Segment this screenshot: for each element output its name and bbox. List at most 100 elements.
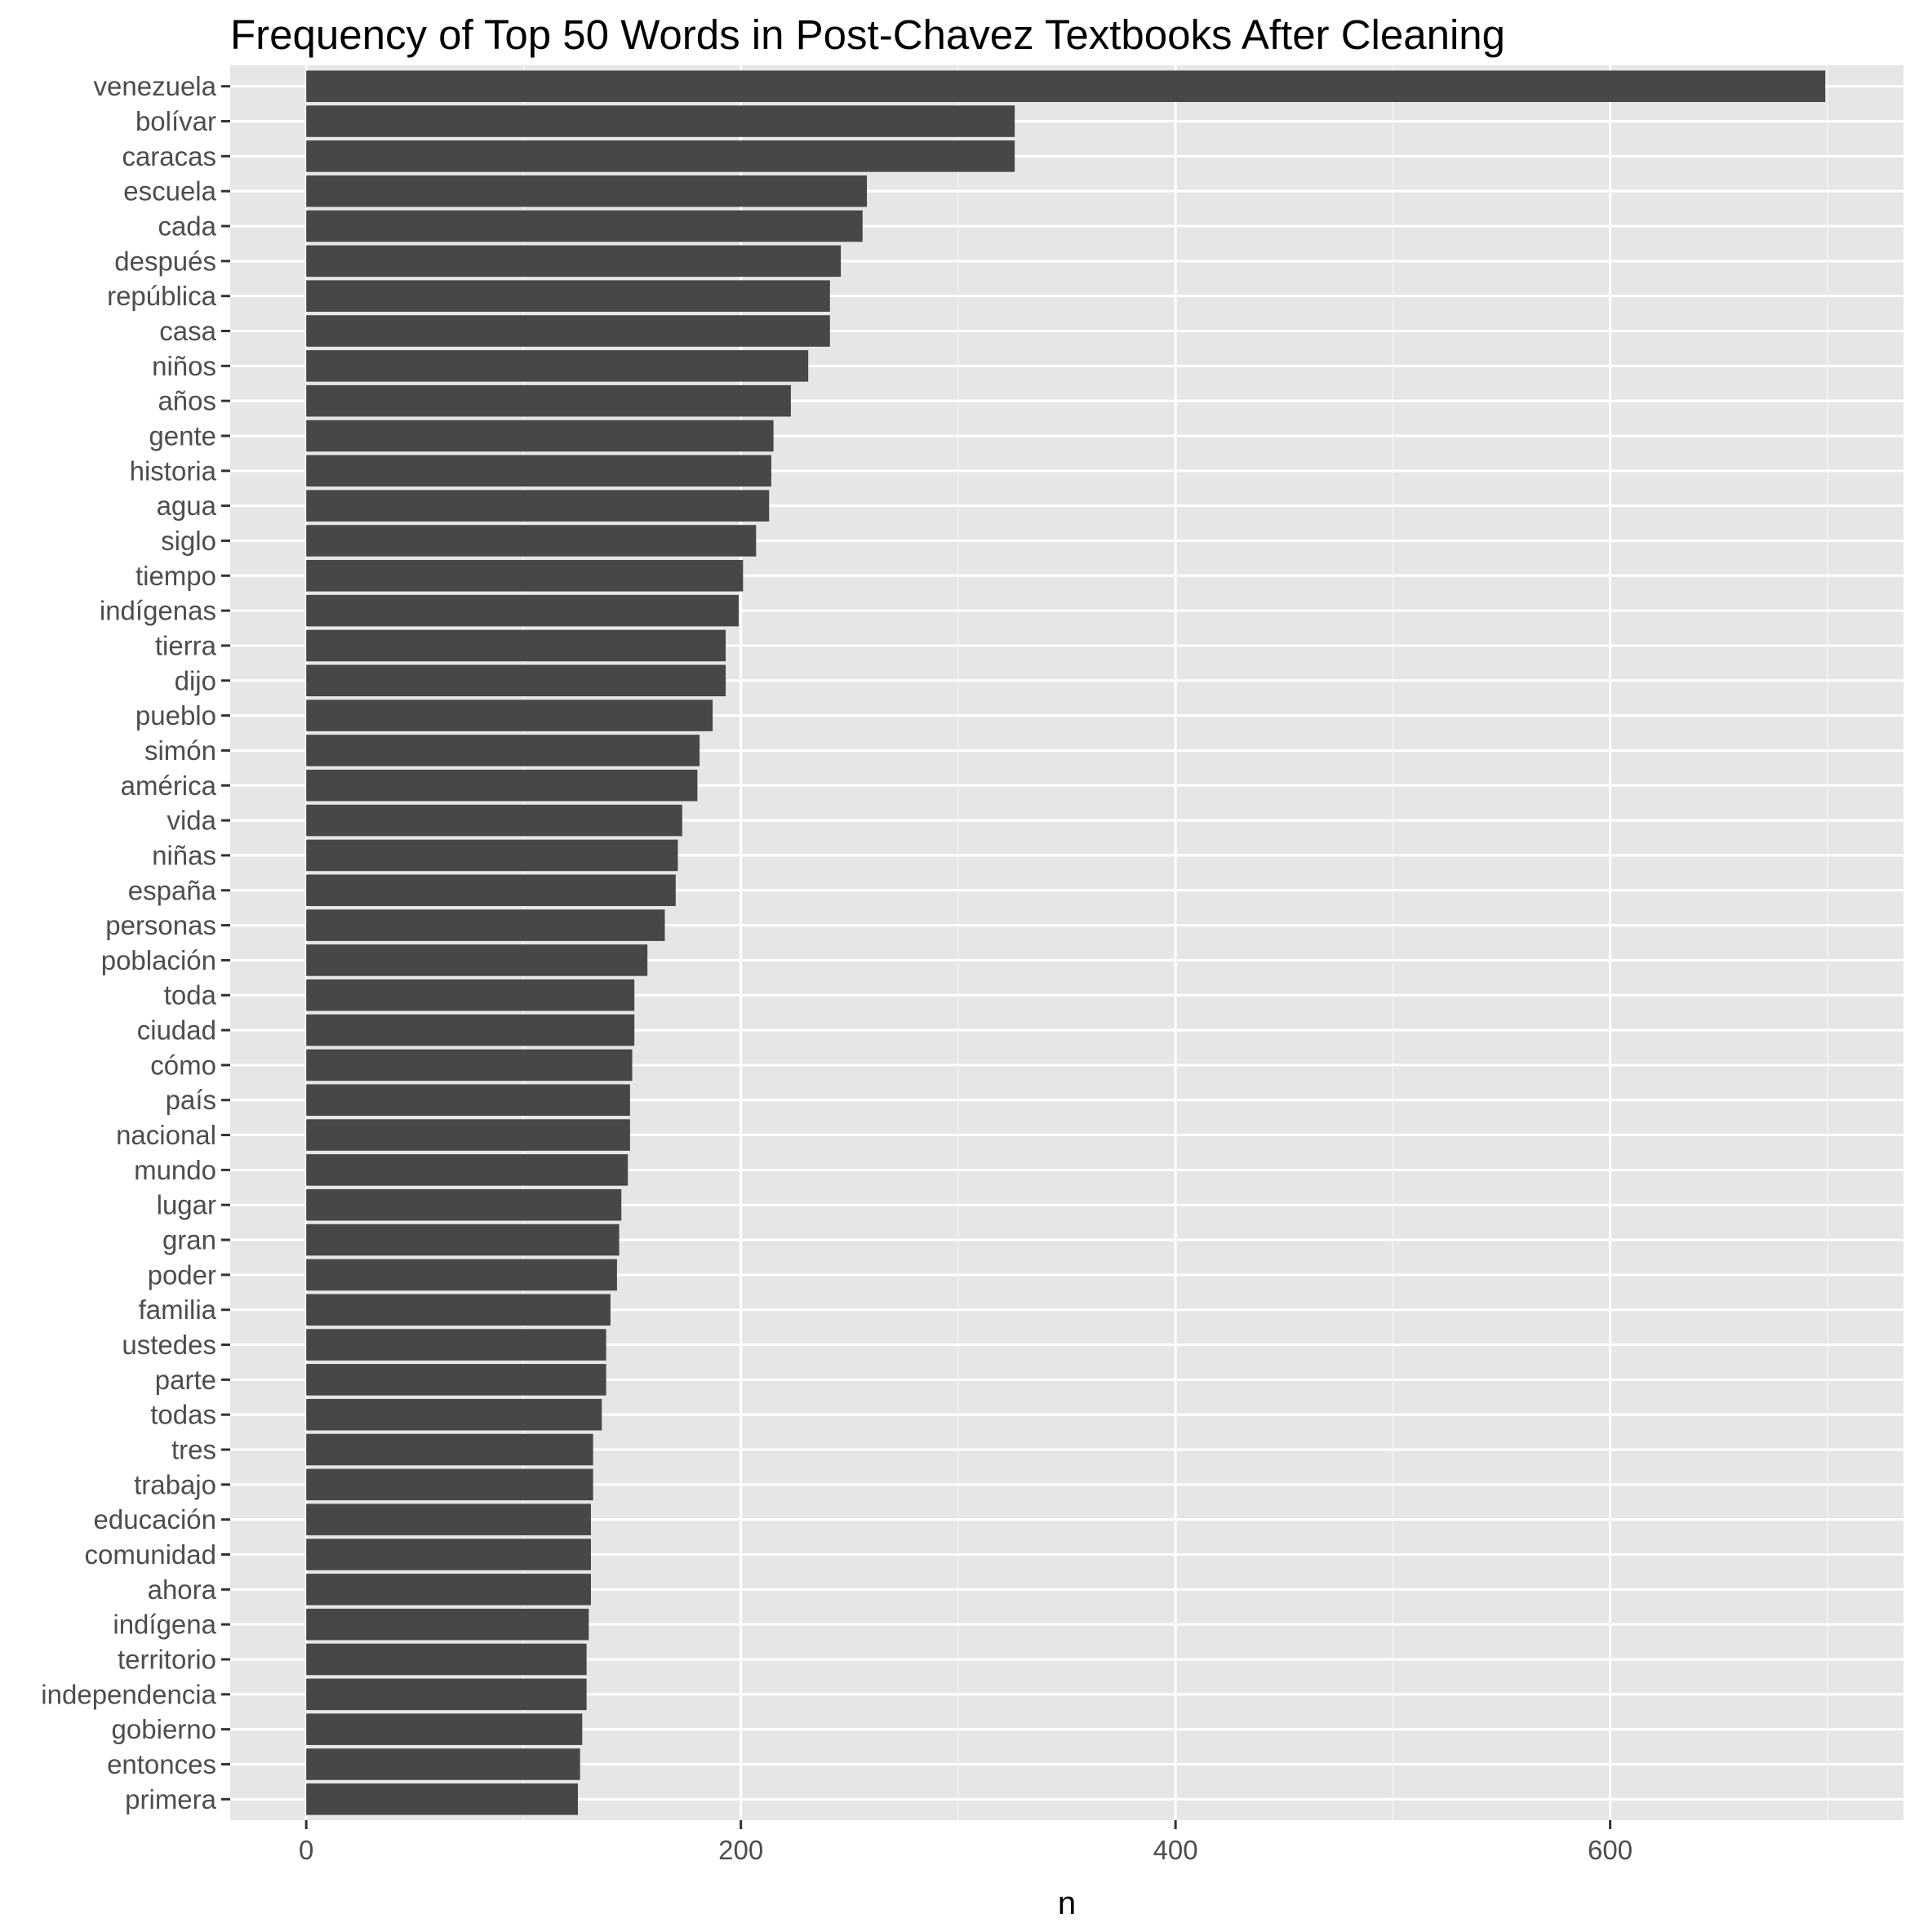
y-tick-label: ahora bbox=[148, 1574, 217, 1605]
bars bbox=[306, 70, 1826, 1815]
bar-ciudad bbox=[306, 1014, 635, 1046]
y-tick-label: comunidad bbox=[85, 1539, 216, 1570]
bar-tiempo bbox=[306, 560, 744, 592]
y-tick-label: población bbox=[101, 945, 216, 975]
bar-pueblo bbox=[306, 700, 713, 731]
y-tick-label: años bbox=[158, 386, 216, 416]
bar-dijo bbox=[306, 664, 726, 697]
bar-niños bbox=[306, 350, 809, 382]
y-tick-label: niños bbox=[152, 351, 216, 381]
bar-toda bbox=[306, 979, 635, 1011]
y-tick-label: niñas bbox=[152, 840, 216, 870]
y-tick-label: ciudad bbox=[137, 1015, 216, 1046]
y-tick-label: educación bbox=[94, 1504, 216, 1534]
x-axis: 0 200 400 600 bbox=[299, 1820, 1633, 1865]
y-tick-label: bolívar bbox=[135, 106, 216, 136]
y-tick-label: poder bbox=[148, 1259, 216, 1290]
bar-población bbox=[306, 944, 648, 976]
y-tick-label: independencia bbox=[41, 1679, 216, 1709]
y-tick-label: indígenas bbox=[100, 596, 216, 626]
bar-cada bbox=[306, 210, 863, 242]
bar-cómo bbox=[306, 1049, 633, 1081]
bar-entonces bbox=[306, 1748, 580, 1780]
y-tick-label: historia bbox=[130, 455, 217, 486]
y-tick-label: gran bbox=[162, 1225, 216, 1255]
bar-ahora bbox=[306, 1574, 591, 1606]
y-tick-label: familia bbox=[139, 1295, 217, 1325]
y-tick-label: mundo bbox=[134, 1155, 216, 1185]
bar-bolívar bbox=[306, 105, 1015, 137]
bar-educación bbox=[306, 1503, 591, 1535]
bar-indígenas bbox=[306, 594, 739, 627]
y-tick-label: escuela bbox=[123, 176, 216, 207]
bar-todas bbox=[306, 1398, 602, 1431]
bar-parte bbox=[306, 1364, 606, 1396]
y-tick-label: américa bbox=[121, 771, 217, 801]
y-tick-label: caracas bbox=[122, 141, 216, 171]
y-tick-label: agua bbox=[157, 491, 217, 521]
y-tick-label: casa bbox=[159, 316, 216, 346]
bar-personas bbox=[306, 909, 665, 941]
y-tick-label: pueblo bbox=[135, 700, 216, 731]
bar-caracas bbox=[306, 140, 1015, 172]
y-tick-label: todas bbox=[150, 1400, 216, 1430]
bar-comunidad bbox=[306, 1539, 591, 1570]
y-tick-label: tierra bbox=[155, 630, 217, 660]
bar-tierra bbox=[306, 629, 726, 662]
bar-poder bbox=[306, 1259, 617, 1291]
x-tick-label: 400 bbox=[1153, 1835, 1198, 1865]
bar-españa bbox=[306, 874, 676, 907]
x-axis-title: n bbox=[1058, 1885, 1076, 1921]
y-axis: venezuela bolívar caracas escuela cada despué… bbox=[41, 71, 230, 1814]
bar-familia bbox=[306, 1294, 611, 1326]
y-tick-label: toda bbox=[164, 980, 217, 1010]
bar-historia bbox=[306, 455, 771, 487]
bar-nacional bbox=[306, 1119, 630, 1151]
bar-gente bbox=[306, 420, 774, 452]
bar-venezuela bbox=[306, 70, 1826, 102]
bar-trabajo bbox=[306, 1468, 593, 1501]
y-tick-label: cómo bbox=[150, 1050, 216, 1080]
bar-américa bbox=[306, 769, 698, 802]
y-tick-label: personas bbox=[105, 910, 216, 940]
y-tick-label: lugar bbox=[157, 1190, 216, 1220]
y-tick-label: indígena bbox=[113, 1610, 216, 1640]
y-tick-label: primera bbox=[125, 1784, 217, 1814]
bar-agua bbox=[306, 490, 770, 522]
y-tick-label: cada bbox=[158, 211, 216, 242]
y-tick-label: trabajo bbox=[134, 1469, 216, 1499]
bar-primera bbox=[306, 1783, 578, 1815]
y-tick-label: territorio bbox=[118, 1644, 216, 1674]
bar-niñas bbox=[306, 839, 678, 872]
y-tick-label: parte bbox=[155, 1365, 216, 1395]
bar-gran bbox=[306, 1224, 620, 1256]
bar-escuela bbox=[306, 175, 868, 207]
y-tick-label: gente bbox=[149, 420, 216, 451]
y-tick-label: tiempo bbox=[135, 561, 216, 591]
chart-title: Frequency of Top 50 Words in Post-Chavez… bbox=[230, 11, 1505, 58]
y-tick-label: simón bbox=[144, 735, 216, 766]
y-tick-label: vida bbox=[167, 806, 216, 836]
bar-república bbox=[306, 280, 830, 312]
bar-siglo bbox=[306, 525, 757, 557]
bar-ustedes bbox=[306, 1329, 606, 1361]
y-tick-label: siglo bbox=[161, 526, 216, 556]
y-tick-label: españa bbox=[128, 875, 217, 905]
y-tick-label: país bbox=[166, 1085, 216, 1115]
bar-mundo bbox=[306, 1154, 629, 1186]
bar-tres bbox=[306, 1433, 593, 1466]
bar-simón bbox=[306, 735, 700, 766]
bar-vida bbox=[306, 804, 682, 837]
x-tick-label: 0 bbox=[299, 1835, 313, 1865]
bar-independencia bbox=[306, 1678, 587, 1711]
bar-gobierno bbox=[306, 1713, 583, 1745]
x-tick-label: 600 bbox=[1588, 1835, 1633, 1865]
bar-casa bbox=[306, 315, 830, 347]
y-tick-label: dijo bbox=[175, 665, 216, 695]
y-tick-label: venezuela bbox=[94, 71, 217, 101]
y-tick-label: gobierno bbox=[112, 1714, 216, 1744]
bar-territorio bbox=[306, 1643, 587, 1676]
bar-país bbox=[306, 1084, 630, 1117]
